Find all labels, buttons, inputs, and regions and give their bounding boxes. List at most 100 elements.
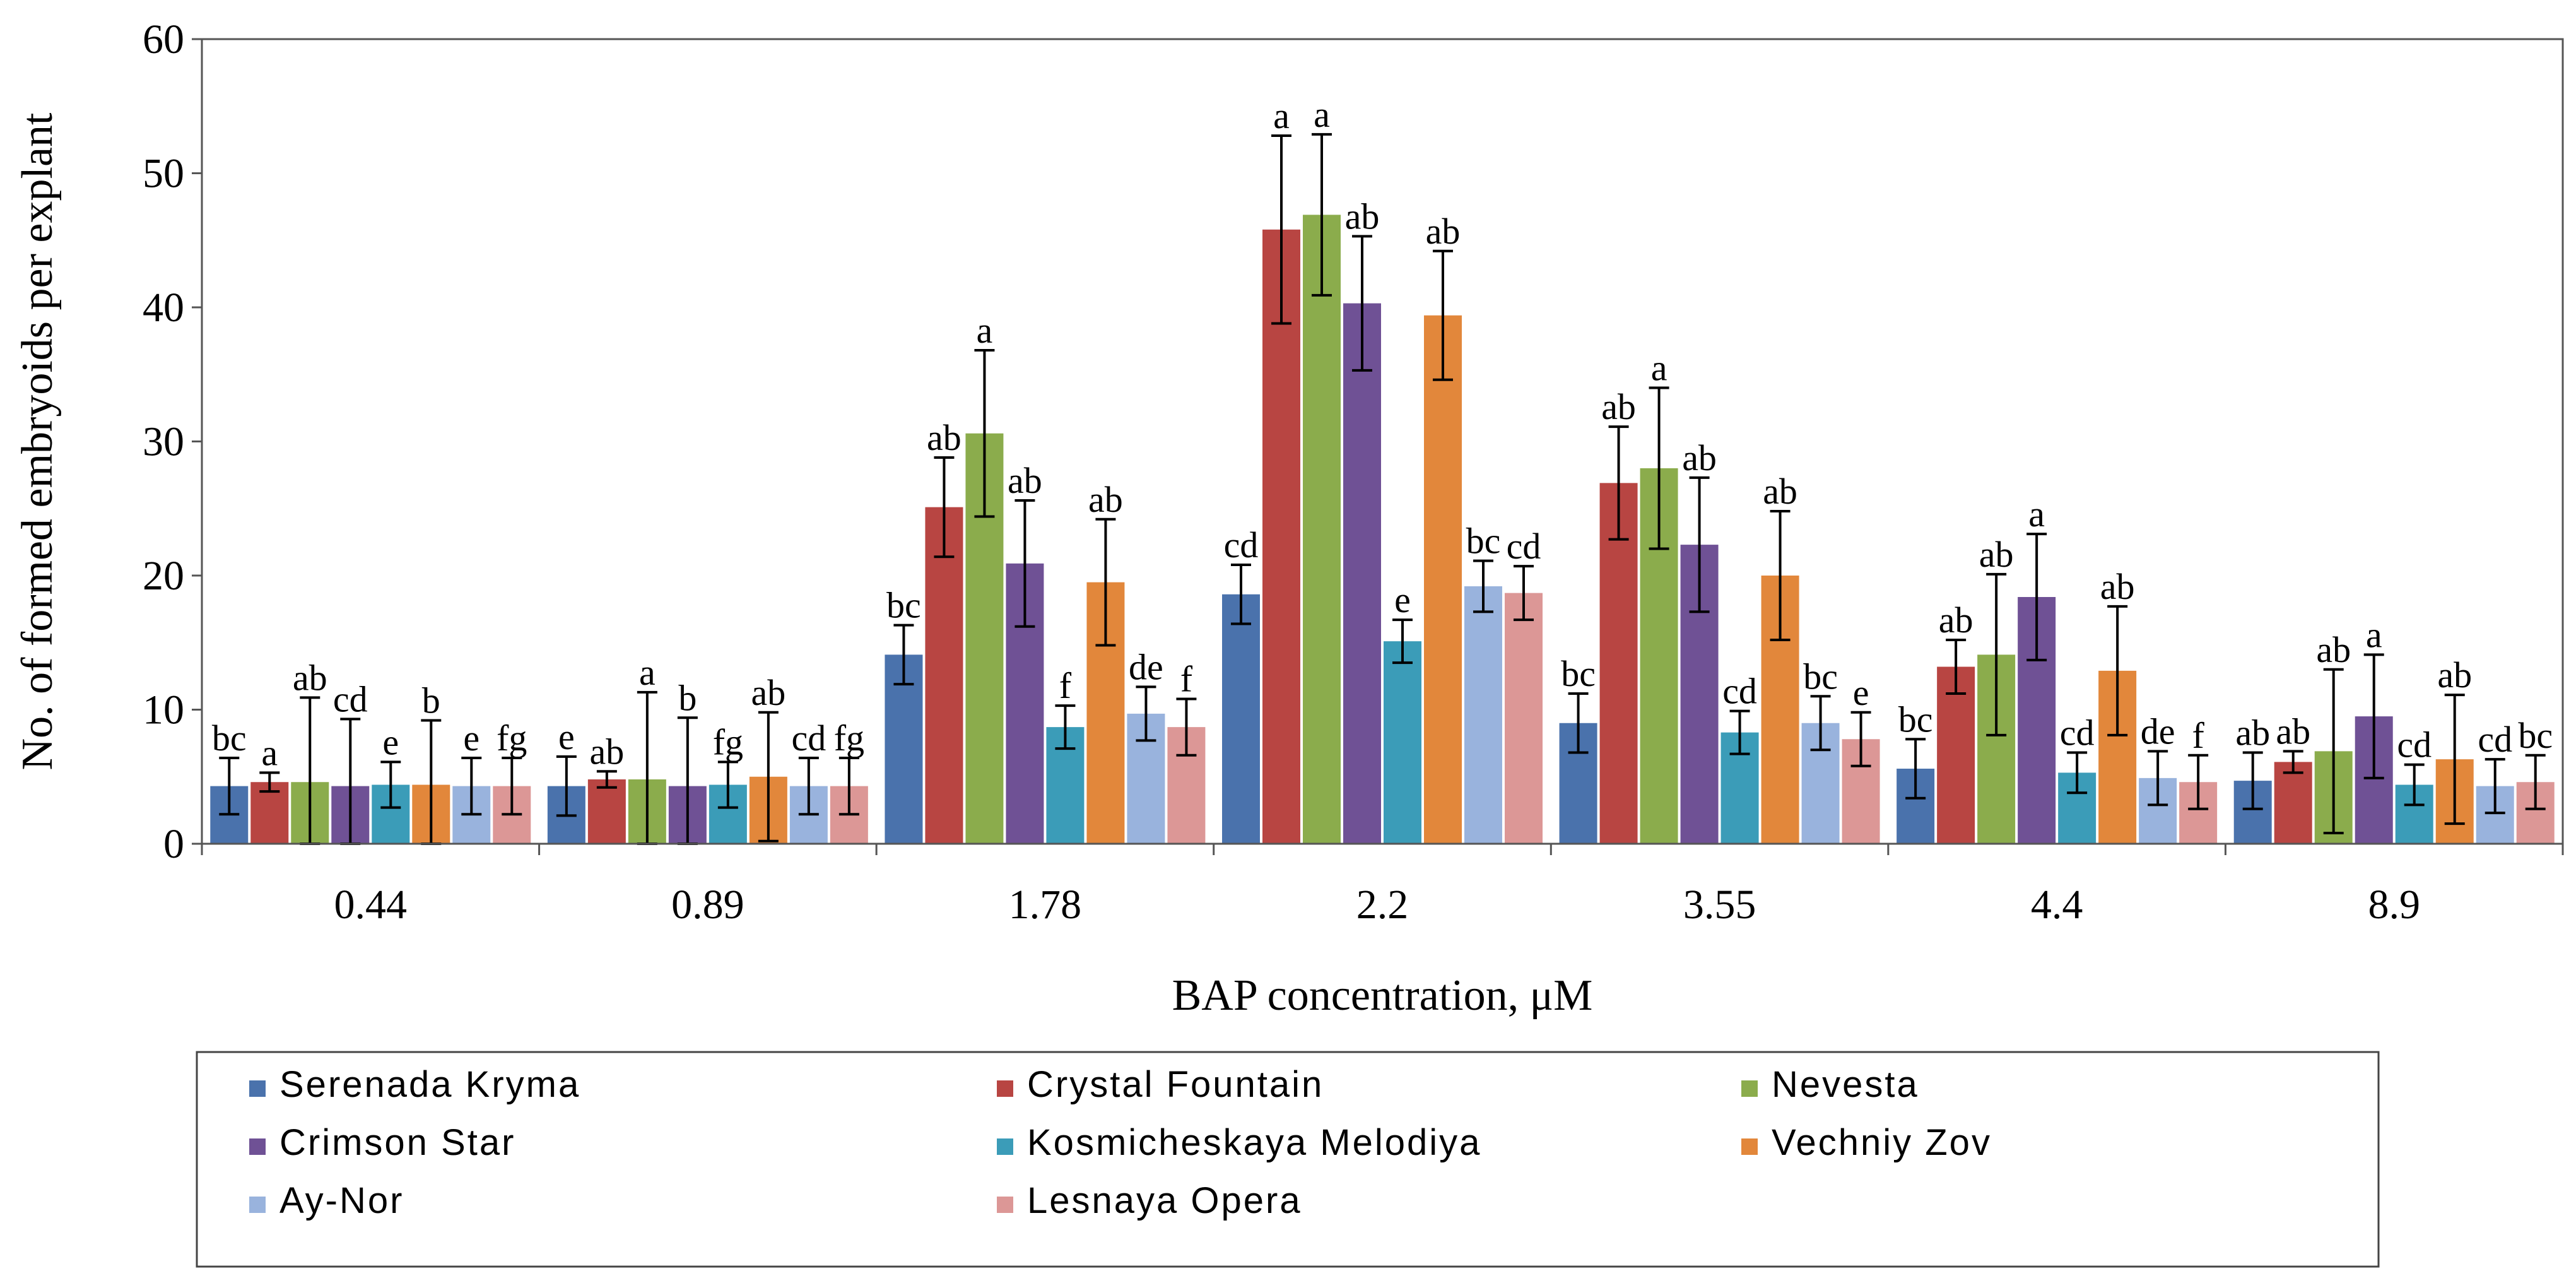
significance-label: e xyxy=(558,716,575,757)
significance-label: ab xyxy=(293,657,327,698)
legend-box xyxy=(196,1051,2380,1268)
significance-label: bc xyxy=(2518,715,2553,756)
legend-swatch xyxy=(997,1080,1013,1097)
y-axis-title: No. of formed embryoids per explant xyxy=(13,112,62,770)
bar xyxy=(1262,229,1300,844)
bar xyxy=(1222,594,1260,844)
legend-swatch xyxy=(1741,1138,1758,1155)
y-tick-label: 40 xyxy=(143,285,184,331)
significance-label: cd xyxy=(2478,719,2512,760)
significance-label: de xyxy=(2141,711,2175,752)
legend-swatch xyxy=(249,1138,266,1155)
legend-swatch xyxy=(249,1080,266,1097)
significance-label: cd xyxy=(791,718,826,759)
significance-label: ab xyxy=(751,672,785,713)
significance-label: a xyxy=(1273,95,1290,136)
significance-label: f xyxy=(1059,665,1072,706)
significance-label: bc xyxy=(1803,656,1838,697)
y-tick-label: 50 xyxy=(143,151,184,197)
x-tick-label: 0.89 xyxy=(671,882,744,928)
legend-swatch xyxy=(249,1197,266,1213)
significance-label: ab xyxy=(1345,196,1380,237)
y-tick-label: 30 xyxy=(143,419,184,465)
significance-label: ab xyxy=(927,417,962,458)
significance-label: bc xyxy=(886,585,921,626)
significance-label: cd xyxy=(333,678,368,719)
legend-label: Lesnaya Opera xyxy=(1027,1180,1302,1221)
legend-label: Ay-Nor xyxy=(279,1180,404,1221)
significance-label: ab xyxy=(1979,534,2014,575)
significance-label: a xyxy=(1651,348,1667,389)
bar xyxy=(1599,483,1638,844)
legend-swatch xyxy=(1741,1080,1758,1097)
significance-label: e xyxy=(382,721,399,762)
legend-swatch xyxy=(997,1138,1013,1155)
y-tick-label: 0 xyxy=(163,821,184,867)
x-tick-label: 0.44 xyxy=(334,882,408,928)
x-axis-title: BAP concentration, μM xyxy=(1172,971,1593,1020)
x-tick-label: 1.78 xyxy=(1009,882,1082,928)
significance-label: cd xyxy=(2060,712,2095,754)
significance-label: cd xyxy=(1722,671,1757,712)
plot-border xyxy=(201,38,2564,845)
bar xyxy=(1424,315,1462,844)
legend-label: Nevesta xyxy=(1772,1064,1919,1105)
bar xyxy=(1937,666,1975,844)
significance-label: ab xyxy=(1763,471,1797,512)
legend: Serenada Kryma Crystal Fountain Nevesta Cri… xyxy=(196,1051,2380,1268)
significance-label: a xyxy=(1314,94,1330,135)
bar xyxy=(1505,593,1543,844)
significance-label: ab xyxy=(589,731,624,772)
significance-label: f xyxy=(2192,715,2204,756)
significance-label: a xyxy=(639,652,656,693)
significance-label: cd xyxy=(1507,526,1541,567)
y-tick-label: 20 xyxy=(143,553,184,599)
bar xyxy=(1384,641,1421,844)
significance-label: b xyxy=(678,677,697,718)
significance-label: f xyxy=(1180,659,1193,700)
significance-label: e xyxy=(1394,579,1411,620)
significance-label: ab xyxy=(1088,479,1123,520)
significance-label: ab xyxy=(2235,712,2270,754)
significance-label: bc xyxy=(1898,699,1933,740)
bar xyxy=(587,779,626,844)
significance-label: e xyxy=(1853,672,1869,713)
x-tick-label: 3.55 xyxy=(1683,882,1756,928)
legend-label: Crimson Star xyxy=(279,1122,515,1163)
legend-label: Serenada Kryma xyxy=(279,1064,580,1105)
significance-label: bc xyxy=(1561,653,1596,694)
significance-label: bc xyxy=(212,718,247,759)
significance-label: a xyxy=(2366,614,2382,655)
significance-label: ab xyxy=(1682,437,1717,478)
significance-label: ab xyxy=(1939,600,1973,641)
x-tick-label: 4.4 xyxy=(2031,882,2083,928)
legend-swatch xyxy=(997,1197,1013,1213)
axes: 0 10 20 30 40 50 60 0.44 0.89 1.78 2.2 3.55 4.4 8.9 BA… xyxy=(13,16,2564,1020)
significance-label: fg xyxy=(497,718,527,759)
significance-label: b xyxy=(422,680,440,721)
bar xyxy=(1464,586,1502,844)
significance-label: fg xyxy=(834,718,864,759)
significance-label: ab xyxy=(2316,629,2351,670)
bar xyxy=(925,507,963,844)
significance-label: fg xyxy=(713,721,743,762)
legend-label: Crystal Fountain xyxy=(1027,1064,1324,1105)
significance-label: e xyxy=(463,718,479,759)
y-tick-label: 10 xyxy=(143,687,184,733)
significance-label: a xyxy=(2028,494,2045,535)
significance-label: cd xyxy=(2397,724,2432,766)
x-tick-label: 2.2 xyxy=(1356,882,1409,928)
significance-label: bc xyxy=(1466,521,1501,562)
bar xyxy=(885,654,923,844)
significance-label: a xyxy=(261,732,278,773)
significance-label: ab xyxy=(1426,211,1461,252)
bar xyxy=(1303,215,1341,844)
x-tick-label: 8.9 xyxy=(2368,882,2420,928)
bar xyxy=(2274,762,2312,844)
significance-label: ab xyxy=(2437,654,2472,695)
significance-label: a xyxy=(977,310,993,351)
bar xyxy=(1343,303,1381,844)
